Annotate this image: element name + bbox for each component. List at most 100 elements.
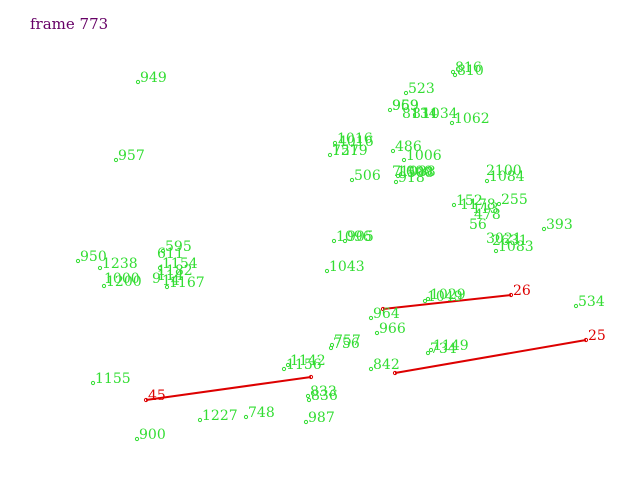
point-label: 1154: [162, 256, 198, 272]
point-marker: [305, 393, 311, 399]
overlapping-label: 811: [412, 106, 439, 122]
point-marker: [395, 173, 401, 179]
point-label: 734: [430, 341, 457, 357]
overlapping-label: 114: [157, 268, 184, 284]
point-label: 1062: [454, 111, 490, 127]
point-label: 1219: [332, 143, 368, 159]
point-label: 757: [334, 333, 361, 349]
point-label: 1227: [202, 408, 238, 424]
overlapping-label: 1000: [397, 164, 433, 180]
overlapping-label: 8134: [402, 106, 438, 122]
point-marker: [428, 347, 434, 353]
point-marker: [134, 436, 140, 442]
point-marker: [349, 177, 355, 183]
point-marker: [450, 69, 456, 75]
point-label: 1167: [169, 275, 205, 291]
point-label: 816: [455, 60, 482, 76]
track-end-marker: [308, 374, 314, 380]
point-label: 1029: [430, 287, 466, 303]
point-marker: [327, 152, 333, 158]
frame-title: frame 773: [30, 15, 109, 33]
point-marker: [573, 303, 579, 309]
track-end-marker: [583, 337, 589, 343]
point-label: 486: [395, 139, 422, 155]
point-marker: [390, 148, 396, 154]
track-end-marker: [508, 292, 514, 298]
point-marker: [368, 366, 374, 372]
point-marker: [401, 157, 407, 163]
point-label: 964: [373, 306, 400, 322]
overlapping-label: 478: [474, 207, 501, 223]
overlapping-label: 611: [157, 246, 184, 262]
point-label: 1049: [427, 289, 463, 305]
point-marker: [484, 178, 490, 184]
point-marker: [243, 414, 249, 420]
track-label: 26: [513, 283, 531, 299]
point-label: 1200: [106, 274, 142, 290]
point-label: 900: [139, 427, 166, 443]
point-marker: [332, 140, 338, 146]
point-marker: [425, 350, 431, 356]
overlapping-label: 14: [162, 273, 180, 289]
point-marker: [387, 107, 393, 113]
point-label: 595: [165, 239, 192, 255]
track-start-marker: [380, 306, 386, 312]
point-label: 1083: [498, 239, 534, 255]
overlapping-label: 9: [152, 271, 161, 287]
point-marker: [306, 397, 312, 403]
point-marker: [393, 179, 399, 185]
point-label: 905: [347, 229, 374, 245]
point-label: 152: [456, 193, 483, 209]
overlapping-label: 757: [332, 143, 359, 159]
point-marker: [368, 315, 374, 321]
overlapping-label: 959: [392, 98, 419, 114]
point-marker: [135, 79, 141, 85]
point-label: 1006: [406, 148, 442, 164]
point-label: 748: [248, 405, 275, 421]
track-label: 45: [148, 388, 166, 404]
point-marker: [403, 90, 409, 96]
overlapping-label: 1182: [157, 263, 193, 279]
point-marker: [101, 283, 107, 289]
point-marker: [422, 298, 428, 304]
point-label: 534: [578, 294, 605, 310]
overlapping-label: 7: [392, 164, 401, 180]
point-marker: [425, 296, 431, 302]
track-label: 25: [588, 328, 606, 344]
point-marker: [285, 362, 291, 368]
point-label: 1088: [400, 164, 436, 180]
point-label: 393: [546, 217, 573, 233]
point-marker: [281, 366, 287, 372]
point-label: 1016: [337, 131, 373, 147]
point-label: 836: [311, 388, 338, 404]
overlapping-label: 1000: [104, 271, 140, 287]
point-marker: [374, 330, 380, 336]
track-line: [382, 294, 512, 310]
point-label: 842: [373, 357, 400, 373]
point-marker: [451, 202, 457, 208]
point-marker: [113, 157, 119, 163]
point-marker: [303, 419, 309, 425]
track-line: [145, 376, 312, 401]
overlapping-label: 2100: [486, 163, 522, 179]
point-marker: [452, 72, 458, 78]
point-marker: [541, 226, 547, 232]
point-label: 1043: [329, 259, 365, 275]
track-start-marker: [143, 397, 149, 403]
point-label: 833: [310, 384, 337, 400]
point-label: 969: [392, 98, 419, 114]
point-marker: [75, 258, 81, 264]
overlapping-label: 113: [472, 201, 499, 217]
point-label: 255: [501, 192, 528, 208]
overlapping-label: 2631: [492, 233, 528, 249]
track-start-marker: [392, 370, 398, 376]
point-label: 987: [308, 410, 335, 426]
point-marker: [449, 120, 455, 126]
point-label: 810: [457, 63, 484, 79]
overlapping-label: 508: [407, 165, 434, 181]
overlapping-label: 1178: [460, 197, 496, 213]
point-label: 957: [118, 148, 145, 164]
point-marker: [157, 265, 163, 271]
point-label: 523: [408, 81, 435, 97]
